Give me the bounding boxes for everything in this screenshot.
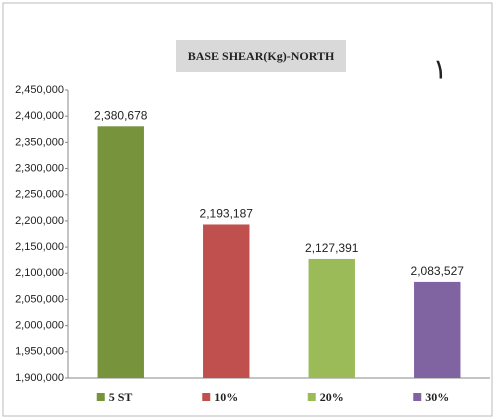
legend-swatch bbox=[96, 393, 105, 401]
value-label: 2,193,187 bbox=[200, 207, 254, 221]
bar bbox=[414, 281, 461, 378]
y-tick-label: 2,350,000 bbox=[15, 136, 64, 148]
legend-swatch bbox=[202, 393, 211, 401]
annotation: ١ bbox=[432, 54, 447, 85]
y-tick-label: 2,150,000 bbox=[15, 241, 64, 253]
legend-swatch bbox=[307, 393, 316, 401]
value-label: 2,127,391 bbox=[305, 241, 359, 255]
y-tick-label: 2,300,000 bbox=[15, 162, 64, 174]
value-label: 2,083,527 bbox=[411, 264, 465, 278]
title-box bbox=[176, 40, 346, 72]
y-tick-label: 2,050,000 bbox=[15, 293, 64, 305]
bar bbox=[308, 258, 355, 378]
legend-label: 20% bbox=[320, 390, 344, 404]
y-tick-label: 1,900,000 bbox=[15, 372, 64, 384]
y-tick-label: 2,250,000 bbox=[15, 189, 64, 201]
y-tick-label: 2,000,000 bbox=[15, 320, 64, 332]
legend-label: 30% bbox=[425, 390, 449, 404]
chart-title: BASE SHEAR(Kg)-NORTH bbox=[188, 49, 335, 63]
y-tick-label: 2,400,000 bbox=[15, 110, 64, 122]
y-tick-label: 2,100,000 bbox=[15, 267, 64, 279]
legend-label: 10% bbox=[214, 390, 238, 404]
bar bbox=[97, 126, 144, 378]
y-tick-label: 1,950,000 bbox=[15, 346, 64, 358]
y-tick-label: 2,200,000 bbox=[15, 215, 64, 227]
legend-swatch bbox=[413, 393, 422, 401]
bar bbox=[203, 224, 250, 378]
y-tick-label: 2,450,000 bbox=[15, 84, 64, 96]
legend-label: 5 ST bbox=[109, 390, 133, 404]
value-label: 2,380,678 bbox=[94, 108, 148, 122]
